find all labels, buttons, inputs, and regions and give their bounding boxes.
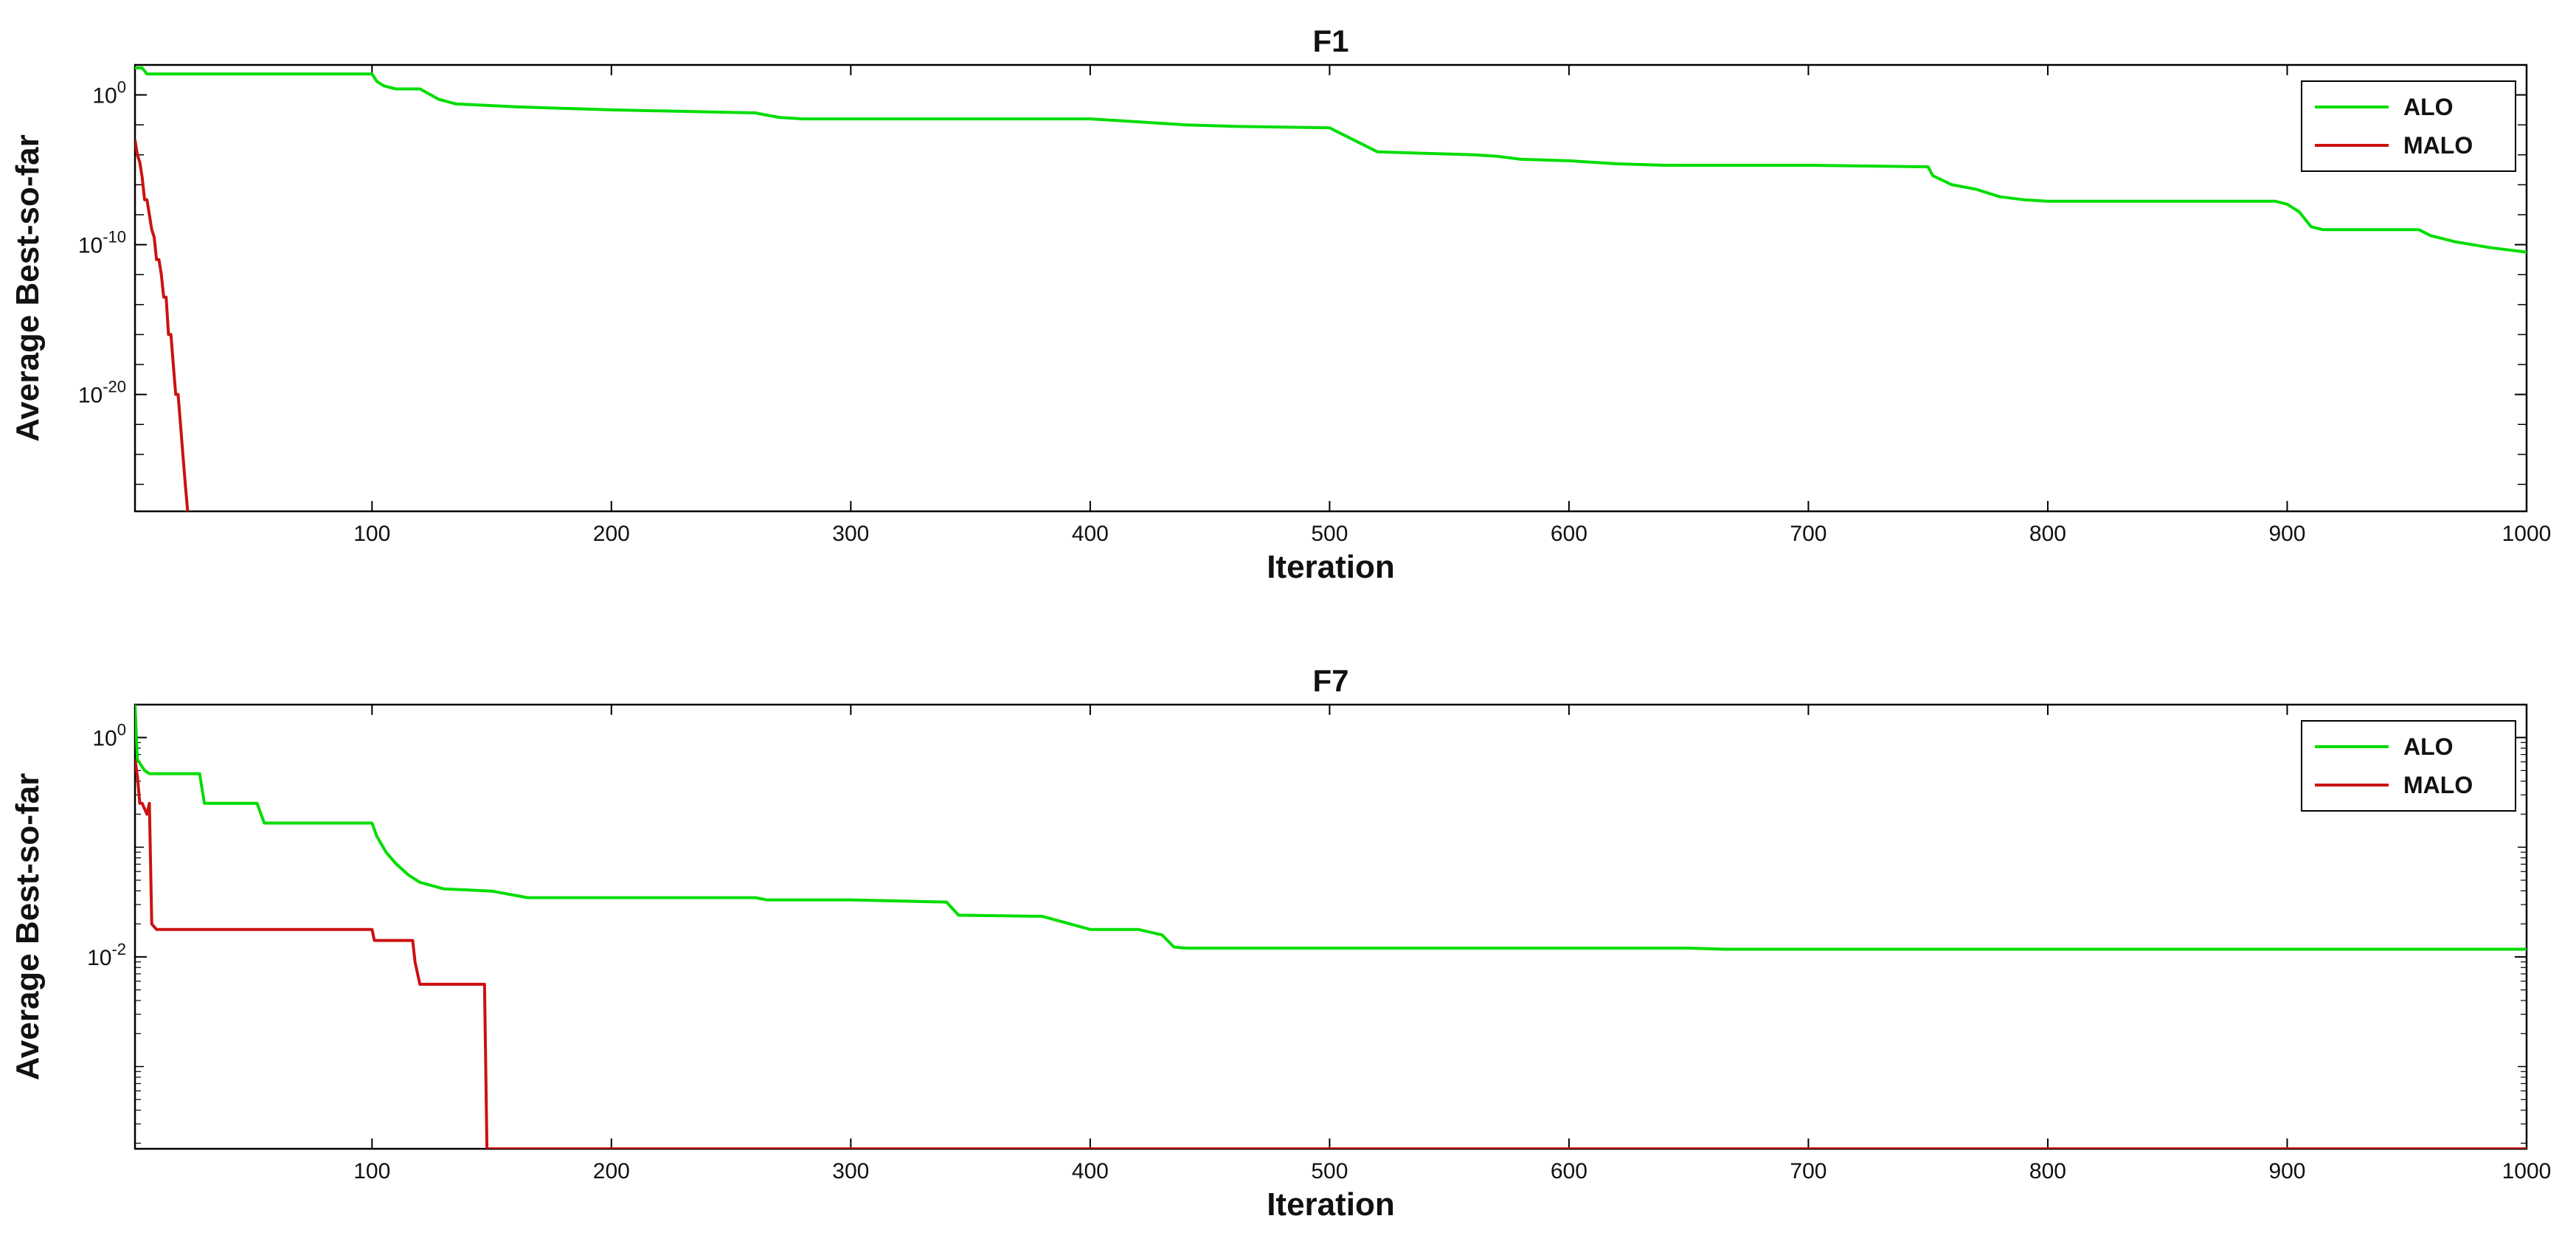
chart-title: F7 [1312,663,1348,698]
x-axis-label: Iteration [1267,549,1395,585]
x-tick-label: 1000 [2502,1159,2552,1183]
y-tick-base: 10 [87,946,111,970]
legend-box [2301,720,2516,812]
y-tick-label: 100 [92,78,126,108]
x-tick-label: 500 [1311,522,1348,546]
y-tick-base: 10 [92,727,117,751]
x-tick-label: 100 [353,1159,390,1183]
x-tick-label: 600 [1551,522,1588,546]
y-tick-exponent: -20 [103,378,126,396]
x-tick-label: 200 [593,1159,630,1183]
x-tick-label: 700 [1790,1159,1827,1183]
y-tick-exponent: 0 [117,721,126,739]
y-tick-exponent: -10 [103,228,126,246]
y-tick-label: 10-10 [78,228,126,258]
legend-label-alo: ALO [2403,733,2454,760]
x-tick-label: 600 [1551,1159,1588,1183]
x-tick-label: 200 [593,522,630,546]
legend-box [2301,80,2516,172]
series-line-alo [135,705,2527,951]
x-tick-label: 500 [1311,1159,1348,1183]
legend-label-malo: MALO [2403,132,2473,159]
y-tick-base: 10 [78,384,103,408]
y-tick-label: 10-2 [87,940,126,970]
plot-area [134,63,2528,513]
series-line-malo [135,139,190,511]
x-tick-label: 400 [1072,1159,1109,1183]
series-line-alo [135,66,2527,254]
y-tick-exponent: -2 [111,940,126,958]
plot-area [134,703,2528,1150]
y-tick-label: 10-20 [78,378,126,408]
x-axis-label: Iteration [1267,1186,1395,1223]
legend-label-alo: ALO [2403,94,2454,120]
series-line-malo [135,759,2527,1149]
chart-title: F1 [1312,24,1348,58]
x-tick-label: 1000 [2502,522,2552,546]
y-tick-base: 10 [92,84,117,108]
x-tick-label: 900 [2268,522,2305,546]
x-tick-label: 100 [353,522,390,546]
y-tick-base: 10 [78,234,103,258]
x-tick-label: 900 [2268,1159,2305,1183]
x-tick-label: 300 [832,1159,869,1183]
x-tick-label: 800 [2029,522,2066,546]
legend-label-malo: MALO [2403,772,2473,798]
y-tick-label: 100 [92,721,126,751]
x-tick-label: 700 [1790,522,1827,546]
y-tick-exponent: 0 [117,78,126,97]
x-tick-label: 800 [2029,1159,2066,1183]
x-tick-label: 400 [1072,522,1109,546]
x-tick-label: 300 [832,522,869,546]
y-axis-label: Average Best-so-far [10,773,46,1081]
y-axis-label: Average Best-so-far [10,134,46,442]
